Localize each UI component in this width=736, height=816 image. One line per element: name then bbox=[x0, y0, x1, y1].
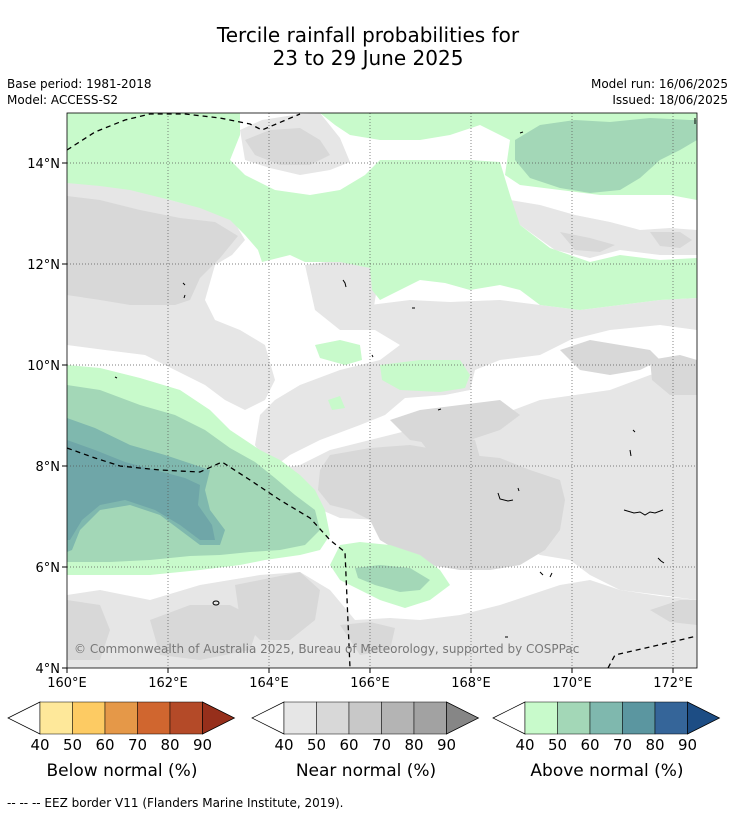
colorbar-swatch bbox=[413, 701, 447, 735]
colorbar-swatch bbox=[137, 701, 171, 735]
axis-ticks bbox=[62, 162, 674, 673]
colorbar-overflow-triangle bbox=[687, 701, 721, 735]
lon-label: 172°E bbox=[653, 676, 693, 691]
map-plot-area bbox=[67, 113, 697, 668]
colorbar-swatch bbox=[104, 701, 138, 735]
model-run: Model run: 16/06/2025 bbox=[590, 77, 728, 91]
colorbar-tick-label: 80 bbox=[645, 736, 664, 754]
lat-label: 8°N bbox=[36, 460, 61, 475]
colorbar-underflow-triangle bbox=[251, 701, 285, 735]
map-frame bbox=[66, 112, 698, 669]
below-normal-label: Below normal (%) bbox=[46, 761, 198, 781]
lat-label: 14°N bbox=[27, 157, 60, 172]
model-name: Model: ACCESS-S2 bbox=[7, 93, 119, 107]
eez-footnote: -- -- -- EEZ border V11 (Flanders Marine… bbox=[7, 796, 344, 810]
base-period: Base period: 1981-2018 bbox=[7, 77, 152, 91]
colorbar-tick-label: 40 bbox=[515, 736, 534, 754]
near-normal-50-60-regions bbox=[67, 128, 697, 660]
colorbar-swatch bbox=[557, 701, 591, 735]
copyright-text: © Commonwealth of Australia 2025, Bureau… bbox=[74, 642, 579, 656]
colorbar-swatch bbox=[283, 701, 317, 735]
colorbar-underflow-triangle bbox=[7, 701, 41, 735]
colorbar-swatch bbox=[39, 701, 73, 735]
chart-title-line1: Tercile rainfall probabilities for bbox=[216, 23, 520, 47]
colorbar-swatch bbox=[622, 701, 656, 735]
colorbar-tick-label: 60 bbox=[95, 736, 114, 754]
latitude-labels: 14°N 12°N 10°N 8°N 6°N 4°N bbox=[27, 157, 60, 677]
lon-label: 164°E bbox=[249, 676, 289, 691]
colorbar-overflow-triangle bbox=[446, 701, 480, 735]
lat-label: 12°N bbox=[27, 258, 60, 273]
lat-label: 6°N bbox=[36, 561, 61, 576]
colorbar-tick-label: 40 bbox=[30, 736, 49, 754]
lon-label: 160°E bbox=[47, 676, 87, 691]
eez-border-lines bbox=[67, 113, 697, 668]
lon-label: 168°E bbox=[451, 676, 491, 691]
above-normal-70-80-regions bbox=[67, 440, 215, 540]
longitude-labels: 160°E 162°E 164°E 166°E 168°E 170°E 172°… bbox=[47, 676, 693, 691]
colorbar-swatch bbox=[654, 701, 688, 735]
colorbar-tick-label: 60 bbox=[580, 736, 599, 754]
colorbar: 40 50 60 70 80 90 bbox=[7, 701, 236, 754]
lon-label: 170°E bbox=[552, 676, 592, 691]
lon-label: 166°E bbox=[350, 676, 390, 691]
colorbar-underflow-triangle bbox=[492, 701, 526, 735]
colorbar-tick-label: 50 bbox=[548, 736, 567, 754]
above-normal-label: Above normal (%) bbox=[530, 761, 684, 781]
colorbar-swatch bbox=[524, 701, 558, 735]
map-gridlines bbox=[67, 113, 697, 668]
colorbar-tick-label: 70 bbox=[128, 736, 147, 754]
lat-label: 10°N bbox=[27, 359, 60, 374]
colorbar: 40 50 60 70 80 90 bbox=[492, 701, 721, 754]
issued-date: Issued: 18/06/2025 bbox=[612, 93, 728, 107]
colorbar-swatch bbox=[316, 701, 350, 735]
colorbar-swatch bbox=[72, 701, 106, 735]
colorbar-tick-label: 60 bbox=[339, 736, 358, 754]
colorbar-swatch bbox=[348, 701, 382, 735]
colorbar: 40 50 60 70 80 90 bbox=[251, 701, 480, 754]
lat-label: 4°N bbox=[36, 662, 61, 677]
colorbar-swatch bbox=[381, 701, 415, 735]
colorbar-tick-label: 90 bbox=[193, 736, 212, 754]
lon-label: 162°E bbox=[148, 676, 188, 691]
colorbar-swatch bbox=[169, 701, 203, 735]
colorbar-tick-label: 50 bbox=[63, 736, 82, 754]
near-normal-label: Near normal (%) bbox=[295, 761, 437, 781]
colorbar-tick-label: 90 bbox=[678, 736, 697, 754]
island-outlines bbox=[114, 118, 696, 638]
colorbars-group: 40 50 60 70 80 90 40 50 60 70 80 90 40 50 60 70 80 90 bbox=[7, 701, 721, 754]
colorbar-tick-label: 50 bbox=[307, 736, 326, 754]
chart-title-line2: 23 to 29 June 2025 bbox=[272, 46, 464, 70]
colorbar-overflow-triangle bbox=[202, 701, 236, 735]
colorbar-tick-label: 80 bbox=[160, 736, 179, 754]
colorbar-tick-label: 40 bbox=[274, 736, 293, 754]
colorbar-tick-label: 80 bbox=[404, 736, 423, 754]
colorbar-tick-label: 90 bbox=[437, 736, 456, 754]
colorbar-swatch bbox=[589, 701, 623, 735]
colorbar-tick-label: 70 bbox=[372, 736, 391, 754]
colorbar-tick-label: 70 bbox=[613, 736, 632, 754]
